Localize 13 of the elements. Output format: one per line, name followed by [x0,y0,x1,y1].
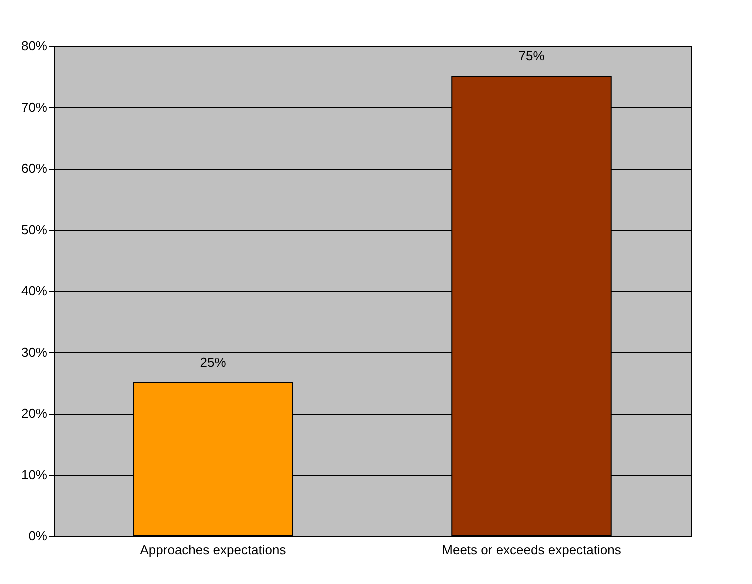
y-tick-label: 10% [21,467,48,482]
data-label: 25% [200,354,227,370]
y-tick-label: 60% [21,161,48,176]
y-tick-label: 40% [21,284,48,298]
data-label: 75% [518,48,546,64]
x-tick-label: Meets or exceeds expectations [442,542,622,558]
y-tick-label: 50% [21,222,48,238]
y-tick-label: 20% [21,406,48,421]
x-tick-label: Approaches expectations [140,542,287,558]
y-tick-label: 0% [28,528,48,544]
y-tick-label: 80% [21,38,48,54]
y-tick-label: 30% [21,344,48,360]
y-tick-label: 70% [21,100,48,115]
